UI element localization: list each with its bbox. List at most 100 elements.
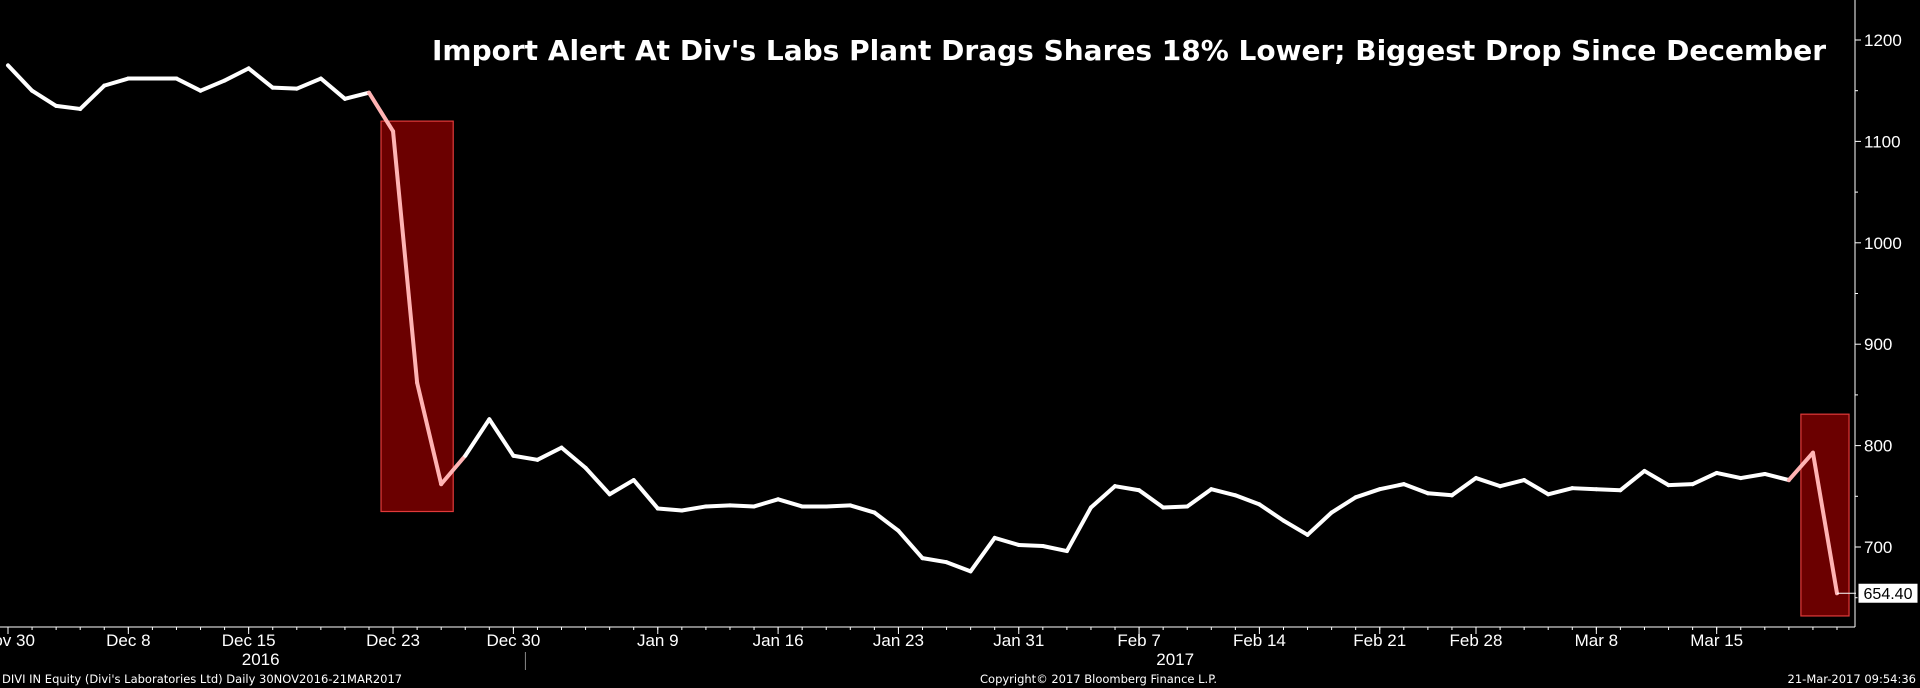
series-segment — [1449, 476, 1479, 498]
x-tick-label: Jan 16 — [753, 631, 804, 650]
x-tick-label: Feb 21 — [1353, 631, 1406, 650]
x-tick-label: Mar 15 — [1690, 631, 1743, 650]
series-segment — [222, 66, 251, 83]
series-segment — [1329, 495, 1358, 515]
series-segment — [1209, 487, 1238, 498]
series-segment — [1570, 486, 1599, 492]
series-segment — [30, 88, 59, 108]
series-segment — [1113, 484, 1142, 493]
series-segment — [824, 503, 853, 509]
series-layer — [6, 63, 1839, 596]
series-segment — [1233, 493, 1262, 507]
series-segment — [1161, 504, 1190, 510]
series-segment — [1016, 542, 1045, 548]
x-tick-label: Dec 23 — [366, 631, 420, 650]
series-segment — [391, 129, 420, 385]
series-segment — [1810, 450, 1839, 596]
series-segment — [415, 380, 444, 487]
x-tick-label: Feb 14 — [1233, 631, 1286, 650]
series-segment — [463, 417, 492, 458]
x-tick-label: Dec 15 — [222, 631, 276, 650]
x-tick-label: Dec 8 — [106, 631, 150, 650]
series-segment — [6, 63, 35, 93]
y-ticks: 700 800 900 1000 1100 1200 — [1855, 31, 1902, 599]
series-segment — [631, 478, 660, 511]
series-segment — [1185, 487, 1214, 509]
series-segment — [102, 76, 131, 88]
series-segment — [1762, 471, 1791, 483]
series-segment — [487, 417, 516, 458]
series-segment — [1305, 510, 1334, 537]
series-segment — [511, 453, 540, 462]
y-tick-label: 1000 — [1864, 234, 1902, 253]
series-segment — [752, 497, 781, 509]
series-segment — [1401, 482, 1430, 496]
series-segment — [1690, 470, 1719, 487]
x-tick-label: Mar 8 — [1575, 631, 1618, 650]
series-segment — [1474, 476, 1503, 489]
series-segment — [583, 465, 612, 497]
series-segment — [1088, 484, 1118, 510]
y-tick-label: 1100 — [1864, 132, 1901, 151]
y-tick-label: 700 — [1864, 538, 1892, 557]
series-segment — [1377, 482, 1406, 492]
series-segment — [1666, 482, 1695, 488]
series-segment — [896, 528, 925, 561]
x-tick-label: Jan 9 — [637, 631, 679, 650]
axes — [0, 0, 1856, 628]
footer-copyright: Copyright© 2017 Bloomberg Finance L.P. — [980, 672, 1217, 686]
series-segment — [848, 503, 877, 515]
series-segment — [318, 76, 347, 101]
series-segment — [1522, 478, 1551, 497]
series-segment — [270, 85, 299, 91]
x-tick-label: Feb 7 — [1117, 631, 1160, 650]
series-segment — [535, 445, 564, 462]
footer-timestamp: 21-Mar-2017 09:54:36 — [1788, 672, 1916, 686]
series-segment — [1594, 487, 1623, 493]
series-segment — [1425, 491, 1454, 498]
footer-left: DIVI IN Equity (Divi's Laboratories Ltd)… — [2, 672, 402, 686]
series-segment — [872, 510, 901, 533]
series-segment — [727, 503, 757, 509]
series-segment — [198, 78, 227, 93]
series-segment — [366, 90, 396, 134]
series-segment — [1137, 488, 1166, 510]
series-segment — [1257, 502, 1286, 523]
series-segment — [944, 560, 973, 574]
series-segment — [607, 478, 636, 497]
x-tick-label: Dec 30 — [486, 631, 540, 650]
series-segment — [1618, 468, 1647, 493]
highlight-boxes — [380, 120, 1850, 617]
series-segment — [776, 497, 805, 509]
series-segment — [294, 76, 323, 91]
series-segment — [342, 90, 371, 101]
last-value-label: 654.40 — [1864, 586, 1913, 603]
x-tick-label: Jan 31 — [993, 631, 1044, 650]
series-segment — [1642, 468, 1671, 488]
series-segment — [1738, 471, 1767, 481]
series-segment — [54, 103, 83, 111]
series-segment — [559, 445, 588, 470]
series-segment — [920, 556, 949, 565]
last-value-box — [1857, 582, 1919, 604]
x-ticks: Nov 30 Dec 8 Dec 15 Dec 23 Dec 30 Jan 9 Jan 16… — [0, 627, 1838, 670]
series-segment — [655, 506, 684, 513]
y-tick-label: 1200 — [1864, 31, 1902, 50]
series-segment — [1281, 518, 1310, 537]
year-label: 2017 — [1156, 650, 1194, 669]
series-segment — [992, 535, 1021, 547]
x-tick-label: Jan 23 — [873, 631, 924, 650]
series-segment — [968, 535, 997, 574]
series-segment — [1714, 470, 1743, 481]
series-segment — [439, 453, 468, 487]
series-segment — [174, 76, 203, 93]
y-tick-label: 900 — [1864, 335, 1892, 354]
series-segment — [1546, 486, 1575, 497]
series-segment — [1064, 505, 1093, 554]
series-segment — [246, 66, 275, 90]
y-tick-label: 800 — [1864, 437, 1892, 456]
highlight-box-1 — [380, 120, 454, 513]
x-tick-label: Feb 28 — [1450, 631, 1503, 650]
